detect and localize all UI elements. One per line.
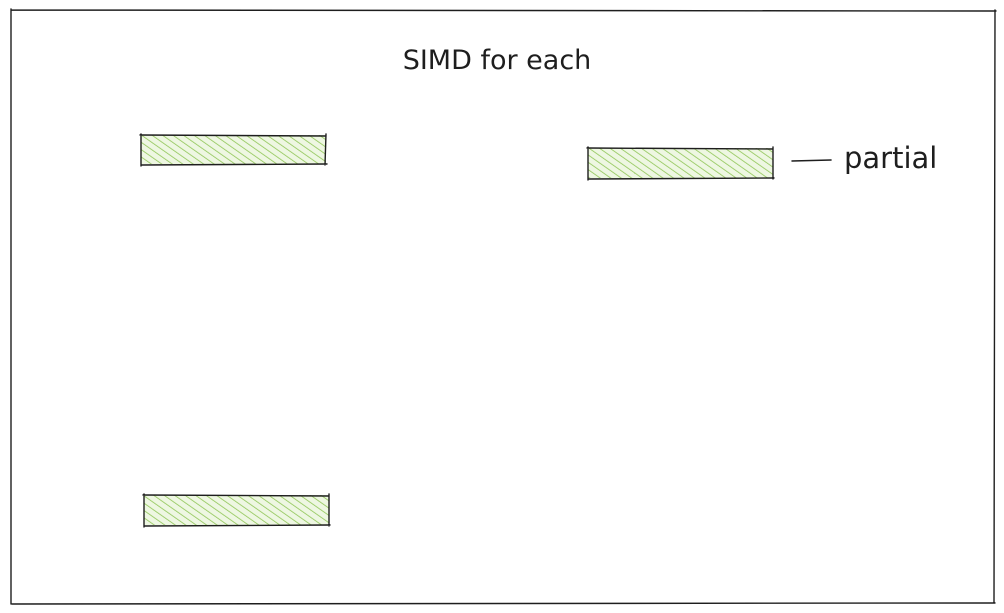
diagram-title: SIMD for each <box>403 45 592 76</box>
block-label-partial: partial <box>844 141 937 175</box>
block-top-right <box>586 146 775 181</box>
partial-connector-line <box>791 159 832 162</box>
diagram-frame <box>10 8 997 605</box>
block-bottom-left <box>142 493 331 528</box>
block-top-left <box>139 133 328 167</box>
